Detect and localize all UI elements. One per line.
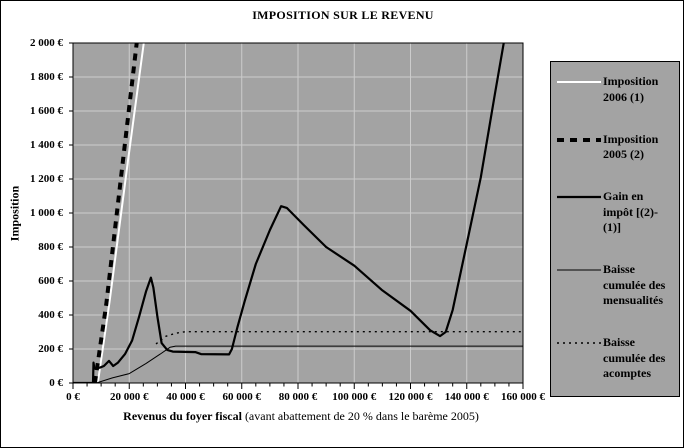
x-axis-title-note: (avant abattement de 20 % dans le barème…: [244, 409, 479, 423]
x-axis-tick-label: 100 000 €: [332, 391, 377, 403]
legend-label-baisse-acomptes: Baisse cumulée des acomptes: [603, 335, 666, 381]
chart-legend: Imposition 2006 (1) Imposition 2005 (2) …: [550, 61, 680, 397]
y-axis-tick-label: 600 €: [38, 275, 63, 287]
y-axis-tick-label: 1 000 €: [30, 207, 63, 219]
y-axis-tick-label: 1 800 €: [30, 71, 63, 83]
x-axis-tick-label: 0 €: [66, 391, 80, 403]
y-axis-tick-label: 800 €: [38, 241, 63, 253]
legend-label-imposition-2005: Imposition 2005 (2): [603, 131, 659, 162]
x-axis-tick-label: 80 000 €: [278, 391, 318, 403]
legend-line-sample-imposition-2005: [557, 137, 601, 142]
x-axis-tick-label: 20 000 €: [110, 391, 149, 403]
y-axis-tick-label: 1 200 €: [30, 173, 63, 185]
legend-item-baisse-mensualites: Baisse cumulée des mensualités: [557, 262, 675, 309]
y-axis-tick-label: 1 400 €: [30, 139, 63, 151]
legend-item-imposition-2005: Imposition 2005 (2): [557, 132, 675, 163]
x-axis-tick-label: 120 000 €: [388, 391, 433, 403]
x-axis-tick-label: 140 000 €: [444, 391, 489, 403]
x-axis-tick-label: 160 000 €: [501, 391, 545, 403]
y-axis-tick-label: 200 €: [38, 343, 63, 355]
x-axis-title-main: Revenus du foyer fiscal: [123, 409, 242, 423]
y-axis-tick-label: 0 €: [49, 377, 63, 389]
y-axis-tick-label: 400 €: [38, 309, 63, 321]
y-axis-tick-label: 1 600 €: [30, 105, 63, 117]
legend-line-sample-baisse-mensualites: [557, 269, 601, 271]
legend-item-imposition-2006: Imposition 2006 (1): [557, 74, 675, 105]
legend-label-imposition-2006: Imposition 2006 (1): [603, 74, 659, 104]
legend-line-sample-imposition-2006: [557, 81, 601, 83]
legend-line-sample-gain-impot: [557, 195, 601, 199]
x-axis-title: Revenus du foyer fiscal (avant abattemen…: [61, 409, 541, 424]
x-axis-tick-label: 60 000 €: [222, 391, 262, 403]
chart-title: IMPOSITION SUR LE REVENU: [252, 8, 434, 22]
y-axis-tick-label: 2 000 €: [30, 37, 63, 49]
legend-line-sample-baisse-acomptes: [557, 342, 601, 344]
legend-item-gain-impot: Gain en impôt [(2)-(1)]: [557, 189, 675, 236]
legend-label-baisse-mensualites: Baisse cumulée des mensualités: [603, 262, 666, 308]
legend-label-gain-impot: Gain en impôt [(2)-(1)]: [603, 189, 658, 235]
x-axis-tick-label: 40 000 €: [166, 391, 205, 403]
legend-item-baisse-acomptes: Baisse cumulée des acomptes: [557, 335, 675, 382]
